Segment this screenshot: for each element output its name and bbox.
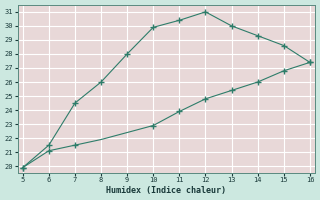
X-axis label: Humidex (Indice chaleur): Humidex (Indice chaleur) [106,186,226,195]
